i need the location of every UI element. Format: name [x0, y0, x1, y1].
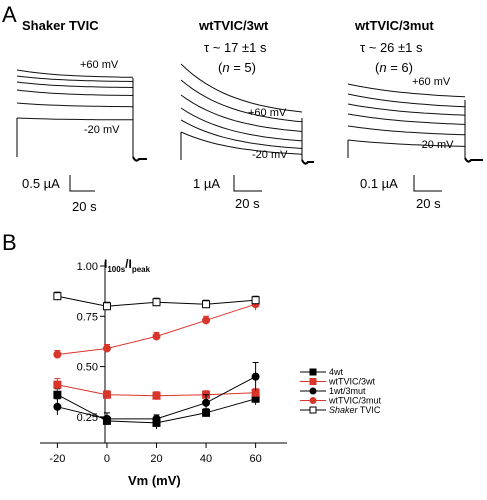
data-point — [251, 296, 260, 305]
scale-time-label: 20 s — [416, 196, 441, 211]
trace-panel-3mut: wtTVIC/3mut τ ~ 26 ±1 s (n = 6) +60 mV -… — [347, 18, 483, 211]
data-point — [53, 380, 62, 389]
current-trace — [347, 103, 466, 116]
series-3 — [53, 297, 260, 359]
data-point — [152, 332, 161, 341]
current-trace — [180, 94, 303, 132]
voltage-label-top: +60 mV — [248, 107, 287, 119]
current-trace — [16, 89, 134, 96]
data-point — [53, 292, 62, 301]
x-tick-label: -20 — [49, 453, 65, 465]
series-1 — [53, 378, 260, 400]
voltage-label-top: +60 mV — [80, 59, 119, 71]
data-point — [202, 300, 211, 309]
series-2 — [53, 362, 260, 425]
current-trace — [16, 69, 133, 78]
data-point — [102, 390, 111, 399]
voltage-label-bottom: -20 mV — [84, 124, 120, 136]
data-point — [53, 350, 62, 359]
y-ticks: 0.25 0.50 0.75 1.00 — [77, 261, 105, 424]
scale-bar: 0.1 µA 20 s — [360, 175, 442, 211]
x-tick-label: 60 — [249, 453, 261, 465]
legend-label: Shaker TVIC — [329, 405, 381, 415]
current-trace — [16, 117, 133, 121]
legend-marker — [309, 378, 317, 385]
n-label: (n = 5) — [218, 60, 256, 75]
current-trace — [180, 119, 303, 149]
data-point — [102, 344, 111, 353]
current-trace — [180, 79, 303, 123]
trace-panel-3wt: wtTVIC/3wt τ ~ 17 ±1 s (n = 5) +60 mV -2… — [180, 18, 314, 211]
voltage-label-top: +60 mV — [412, 76, 451, 88]
data-point — [102, 302, 111, 311]
scale-amp-label: 0.5 µA — [22, 176, 60, 191]
current-trace — [16, 81, 134, 88]
current-trace — [180, 63, 303, 113]
scale-time-label: 20 s — [235, 196, 260, 211]
legend-marker — [309, 406, 317, 414]
panel-title: wtTVIC/3wt — [198, 18, 269, 33]
legend-marker — [309, 397, 317, 404]
scale-bar: 1 µA 20 s — [193, 175, 262, 211]
panel-title: wtTVIC/3mut — [354, 18, 434, 33]
legend-label: wtTVIC/3wt — [328, 377, 376, 387]
data-point — [152, 298, 161, 307]
current-trace — [347, 83, 466, 98]
current-trace — [347, 113, 466, 125]
legend-marker — [309, 387, 317, 395]
x-ticks: -20 0 20 40 60 — [49, 443, 262, 465]
panel-title: Shaker TVIC — [22, 18, 99, 33]
data-point — [102, 414, 111, 423]
current-trace — [16, 75, 134, 82]
current-trace — [16, 102, 134, 108]
legend-marker — [309, 368, 317, 376]
y-tick-label: 0.75 — [77, 311, 98, 323]
tau-label: τ ~ 17 ±1 s — [204, 40, 267, 55]
scale-amp-label: 1 µA — [193, 176, 220, 191]
data-point — [53, 402, 62, 411]
panel-b-letter: B — [2, 230, 17, 255]
scale-bar: 0.5 µA 20 s — [22, 175, 97, 214]
voltage-label-bottom: -20 mV — [252, 149, 288, 161]
legend-label: wtTVIC/3mut — [328, 396, 382, 406]
data-point — [202, 316, 211, 325]
current-traces — [16, 69, 147, 162]
legend-label: 1wt/3mut — [329, 386, 366, 396]
data-series — [53, 291, 260, 429]
data-point — [202, 398, 211, 407]
x-tick-label: 0 — [104, 453, 110, 465]
data-point — [53, 390, 62, 399]
voltage-label-bottom: -20 mV — [418, 139, 454, 151]
current-trace — [347, 93, 466, 108]
trace-panel-shaker: Shaker TVIC +60 mV -20 mV 0.5 µA 20 s — [16, 18, 147, 214]
data-point — [152, 391, 161, 400]
current-trace — [347, 125, 466, 136]
panel-a-letter: A — [2, 2, 17, 27]
current-traces — [347, 83, 483, 163]
legend-label: 4wt — [329, 367, 344, 377]
x-tick-label: 20 — [150, 453, 162, 465]
scale-amp-label: 0.1 µA — [360, 176, 398, 191]
data-point — [152, 414, 161, 423]
current-trace — [347, 139, 466, 147]
x-tick-label: 40 — [200, 453, 212, 465]
scale-time-label: 20 s — [72, 199, 97, 214]
current-trace — [180, 107, 303, 142]
data-point — [251, 372, 260, 381]
current-traces — [180, 63, 314, 165]
y-axis-label: I100s/Ipeak — [104, 257, 151, 274]
n-label: (n = 6) — [375, 60, 413, 75]
y-tick-label: 1.00 — [77, 261, 98, 273]
tau-label: τ ~ 26 ±1 s — [360, 40, 423, 55]
y-tick-label: 0.25 — [77, 412, 98, 424]
x-axis-label: Vm (mV) — [128, 473, 181, 488]
svg-text:I100s/Ipeak: I100s/Ipeak — [104, 257, 151, 274]
current-trace — [180, 131, 303, 155]
y-tick-label: 0.50 — [77, 362, 98, 374]
series-4 — [53, 291, 260, 311]
